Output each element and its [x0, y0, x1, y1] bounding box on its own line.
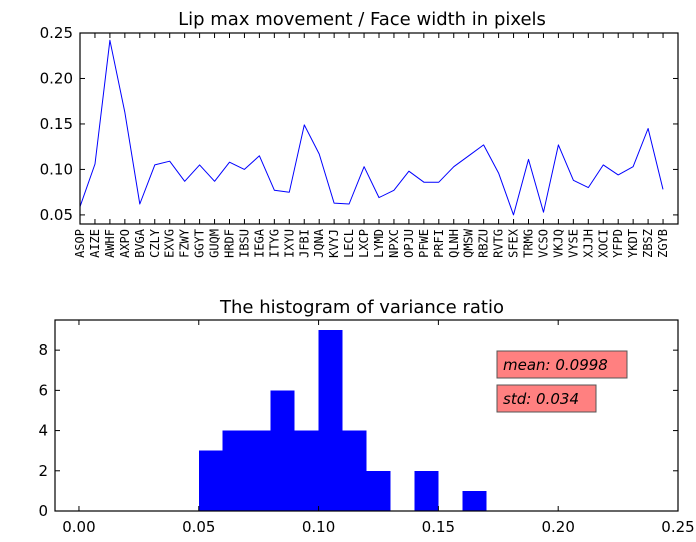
x-category-label: RVTG [492, 229, 506, 258]
histogram-bar [198, 450, 223, 511]
x-tick-label: 0.05 [182, 518, 215, 536]
x-category-label: CZLY [148, 228, 162, 258]
mean-annotation: mean: 0.0998 [496, 350, 628, 379]
histogram-bar [462, 490, 487, 511]
x-category-label: AXPO [118, 229, 132, 258]
x-tick-label: 0.15 [422, 518, 455, 536]
x-category-label: GUQM [208, 229, 222, 258]
variance-histogram: The histogram of variance ratio 0 2 4 6 8 0.… [38, 297, 694, 536]
line-chart-tick-marks [79, 32, 678, 224]
y-tick-label: 0.25 [40, 24, 73, 42]
x-category-label: XJJH [581, 229, 595, 258]
mean-annotation-box [496, 350, 628, 379]
line-chart-title: Lip max movement / Face width in pixels [178, 9, 546, 30]
y-tick-label: 4 [38, 422, 48, 440]
histogram-bar [222, 430, 247, 511]
std-annotation-box [496, 384, 597, 413]
std-annotation-text: std: 0.034 [503, 390, 579, 408]
x-category-label: IBSU [237, 229, 251, 258]
x-category-label: KVYJ [327, 229, 341, 258]
histogram-bar [270, 390, 295, 511]
x-category-label: QLNH [447, 229, 461, 258]
line-chart-y-tick-labels: 0.05 0.10 0.15 0.20 0.25 [40, 24, 73, 224]
mean-annotation-text: mean: 0.0998 [503, 356, 608, 374]
y-tick-label: 0.20 [40, 69, 73, 87]
x-category-label: FZWY [178, 228, 192, 258]
x-category-label: TRMG [522, 229, 536, 258]
x-category-label: GGYT [193, 229, 207, 258]
x-category-label: VKJQ [551, 229, 565, 258]
histogram-y-tick-labels: 0 2 4 6 8 [38, 341, 48, 520]
line-chart-plot-frame [79, 32, 679, 225]
histogram-title: The histogram of variance ratio [219, 297, 504, 318]
x-category-label: PFWE [417, 229, 431, 258]
histogram-bars [198, 330, 487, 511]
y-tick-label: 0.15 [40, 115, 73, 133]
x-category-label: JFBI [297, 229, 311, 258]
x-category-label: ASOP [73, 229, 87, 258]
x-category-label: QMSW [462, 228, 476, 258]
x-tick-label: 0.25 [661, 518, 694, 536]
y-tick-label: 0.05 [40, 206, 73, 224]
x-category-label: ZGYB [656, 229, 670, 258]
histogram-bar [366, 470, 391, 511]
x-category-label: YFPD [611, 229, 625, 258]
x-tick-label: 0.10 [302, 518, 335, 536]
x-category-label: ZBSZ [641, 229, 655, 258]
histogram-bar [414, 470, 439, 511]
histogram-bar [294, 430, 319, 511]
line-chart-x-tick-labels: ASOP AIZE AWHF AXPO BVGA CZLY EXVG FZWY GGYT GUQM… [73, 228, 670, 258]
x-category-label: VCSO [537, 229, 551, 258]
y-tick-label: 8 [38, 341, 48, 359]
x-category-label: JQNA [312, 228, 326, 258]
x-tick-label: 0.00 [62, 518, 95, 536]
x-category-label: ITYG [267, 229, 281, 258]
x-category-label: VYSE [566, 229, 580, 258]
x-category-label: RBZU [477, 229, 491, 258]
lip-movement-line-chart: Lip max movement / Face width in pixels … [40, 9, 679, 258]
x-category-label: XOCI [596, 229, 610, 258]
x-category-label: IEGA [252, 228, 266, 258]
histogram-bar [246, 430, 271, 511]
x-category-label: NPXC [387, 229, 401, 258]
y-tick-label: 0.10 [40, 160, 73, 178]
x-category-label: EXVG [163, 229, 177, 258]
x-category-label: AWHF [103, 229, 117, 258]
y-tick-label: 6 [38, 381, 48, 399]
x-category-label: PRFI [432, 229, 446, 258]
x-category-label: OPJU [402, 229, 416, 258]
x-tick-label: 0.20 [541, 518, 574, 536]
x-category-label: LYMD [372, 229, 386, 258]
x-category-label: AIZE [88, 229, 102, 258]
std-annotation: std: 0.034 [496, 384, 597, 413]
x-category-label: BVGA [133, 228, 147, 258]
histogram-bar [318, 330, 343, 511]
histogram-plot-frame [54, 319, 679, 512]
line-series [79, 39, 664, 216]
histogram-x-tick-labels: 0.00 0.05 0.10 0.15 0.20 0.25 [62, 518, 694, 536]
x-category-label: HRDF [223, 229, 237, 258]
x-category-label: IXYU [282, 229, 296, 258]
y-tick-label: 0 [38, 502, 48, 520]
x-category-label: LXCP [357, 229, 371, 258]
y-tick-label: 2 [38, 462, 48, 480]
x-category-label: YKDT [626, 229, 640, 258]
histogram-bar [342, 430, 367, 511]
x-category-label: SFEX [507, 228, 521, 258]
x-category-label: LECL [342, 229, 356, 258]
